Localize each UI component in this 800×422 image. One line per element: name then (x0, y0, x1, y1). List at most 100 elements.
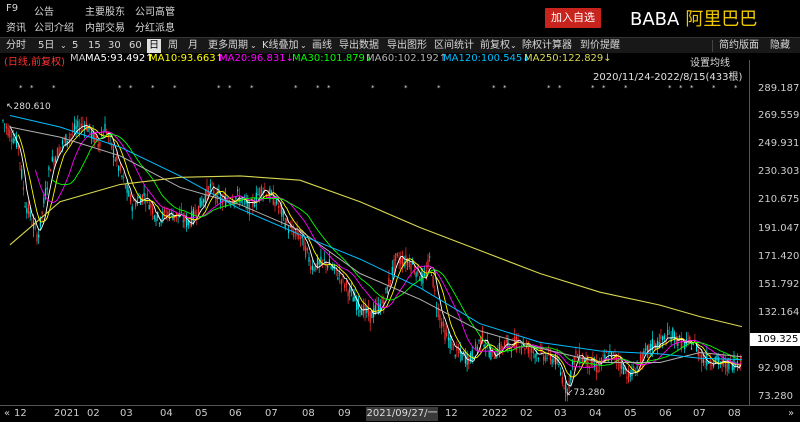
event-marker-icon: * (371, 84, 375, 92)
candle-body (293, 231, 295, 238)
more-periods-menu[interactable]: 更多周期 (208, 40, 248, 51)
date-tick: 06 (229, 408, 242, 419)
ex-rights-calculator-button[interactable]: 除权计算器 (522, 40, 572, 51)
ma-settings-button[interactable]: 设置均线 (690, 58, 730, 69)
nav-major-shareholders[interactable]: 主要股东 (85, 7, 125, 18)
candle-body (534, 354, 536, 359)
candle-body (413, 271, 415, 273)
candle-body (267, 194, 269, 197)
kline-overlay-menu[interactable]: K线叠加 (262, 40, 299, 51)
event-marker-icon: * (503, 84, 507, 92)
hide-button[interactable]: 隐藏 (770, 40, 790, 51)
candle-body (238, 195, 240, 203)
date-tick: 05 (195, 408, 208, 419)
candle-body (102, 132, 104, 136)
candle-body (240, 199, 242, 203)
candle-body (337, 277, 339, 280)
price-tick: 151.792 (758, 279, 800, 290)
nav-insider-trading[interactable]: 内部交易 (85, 23, 125, 34)
candle-body (194, 211, 196, 215)
low-price-annotation: ↙73.280 (566, 388, 606, 398)
tab-daily[interactable]: 日 (147, 39, 161, 53)
simple-layout-button[interactable]: 简约版面 (719, 40, 759, 51)
tab-5min[interactable]: 5 (72, 40, 79, 51)
candle-body (475, 342, 477, 349)
candle-body (271, 191, 273, 195)
nav-dividends[interactable]: 分红派息 (135, 23, 175, 34)
candle-body (381, 297, 383, 304)
event-marker-icon: * (558, 84, 562, 92)
candle-body (75, 126, 77, 130)
dropdown-5day-icon[interactable]: ⌄ (60, 41, 67, 50)
date-tick: 02 (520, 408, 533, 419)
candle-body (553, 358, 555, 363)
candle-body (340, 279, 342, 285)
candle-body (82, 124, 84, 126)
range-statistics-button[interactable]: 区间统计 (434, 40, 474, 51)
forward-adjust-menu[interactable]: 前复权 (480, 40, 510, 51)
candle-body (665, 340, 667, 345)
candle-body (639, 354, 642, 366)
candle-body (288, 230, 290, 233)
more-periods-chevron-icon[interactable]: ⌄ (250, 41, 257, 50)
candle-body (731, 363, 733, 371)
add-to-watchlist-button[interactable]: 加入自选 (545, 8, 601, 28)
candle-body (505, 340, 507, 343)
candle-body (235, 196, 237, 200)
tab-15min[interactable]: 15 (88, 40, 101, 51)
tab-5day[interactable]: 5日 (38, 40, 55, 51)
candle-body (646, 345, 648, 351)
date-tick: 12 (14, 408, 27, 419)
candle-body (55, 157, 57, 162)
candle-body (199, 197, 201, 208)
candle-body (282, 210, 285, 215)
date-tick: 04 (589, 408, 602, 419)
event-marker-icon: * (250, 84, 254, 92)
tab-60min[interactable]: 60 (129, 40, 142, 51)
candle-body (577, 357, 579, 359)
candle-body (19, 162, 21, 164)
tab-intraday[interactable]: 分时 (6, 40, 26, 51)
date-tick: 2021 (54, 408, 80, 419)
candle-body (376, 304, 378, 306)
candle-body (718, 357, 720, 365)
tab-30min[interactable]: 30 (108, 40, 121, 51)
nav-news[interactable]: 资讯 (6, 23, 26, 34)
candle-body (92, 130, 94, 139)
date-tick: 08 (728, 408, 741, 419)
price-alert-button[interactable]: 到价提醒 (580, 40, 620, 51)
candle-body (711, 364, 713, 367)
tab-monthly[interactable]: 月 (188, 40, 198, 51)
nav-announcements[interactable]: 公告 (34, 7, 54, 18)
nav-executives[interactable]: 公司高管 (135, 7, 175, 18)
nav-f9[interactable]: F9 (6, 3, 19, 14)
scroll-right-icon[interactable]: » (788, 408, 795, 419)
scroll-left-icon[interactable]: « (4, 408, 11, 419)
candle-body (77, 120, 79, 128)
candle-body (468, 357, 470, 365)
candle-body (187, 220, 189, 226)
candle-body (539, 348, 541, 352)
tab-weekly[interactable]: 周 (168, 40, 178, 51)
export-data-button[interactable]: 导出数据 (339, 40, 379, 51)
candle-body (417, 265, 419, 276)
candle-body (549, 353, 551, 361)
candlestick-chart[interactable]: * * * * * * * * * * * * * * * * * * * * * * * * * * * * (0, 60, 750, 405)
export-graphic-button[interactable]: 导出图形 (387, 40, 427, 51)
draw-line-button[interactable]: 画线 (312, 40, 332, 51)
candle-body (687, 337, 689, 339)
candle-body (628, 368, 630, 382)
candle-body (146, 194, 149, 196)
candle-body (172, 215, 174, 221)
candle-body (597, 369, 599, 373)
candle-body (651, 338, 653, 350)
nav-company-profile[interactable]: 公司介绍 (34, 23, 74, 34)
candle-body (311, 265, 313, 270)
candle-body (398, 259, 400, 264)
candle-body (587, 355, 589, 368)
forward-adjust-chevron-icon[interactable]: ⌄ (510, 41, 517, 50)
candle-body (726, 360, 728, 372)
candle-body (441, 322, 443, 328)
kline-overlay-chevron-icon[interactable]: ⌄ (300, 41, 307, 50)
ticker-title: BABA 阿里巴巴 (630, 5, 757, 31)
